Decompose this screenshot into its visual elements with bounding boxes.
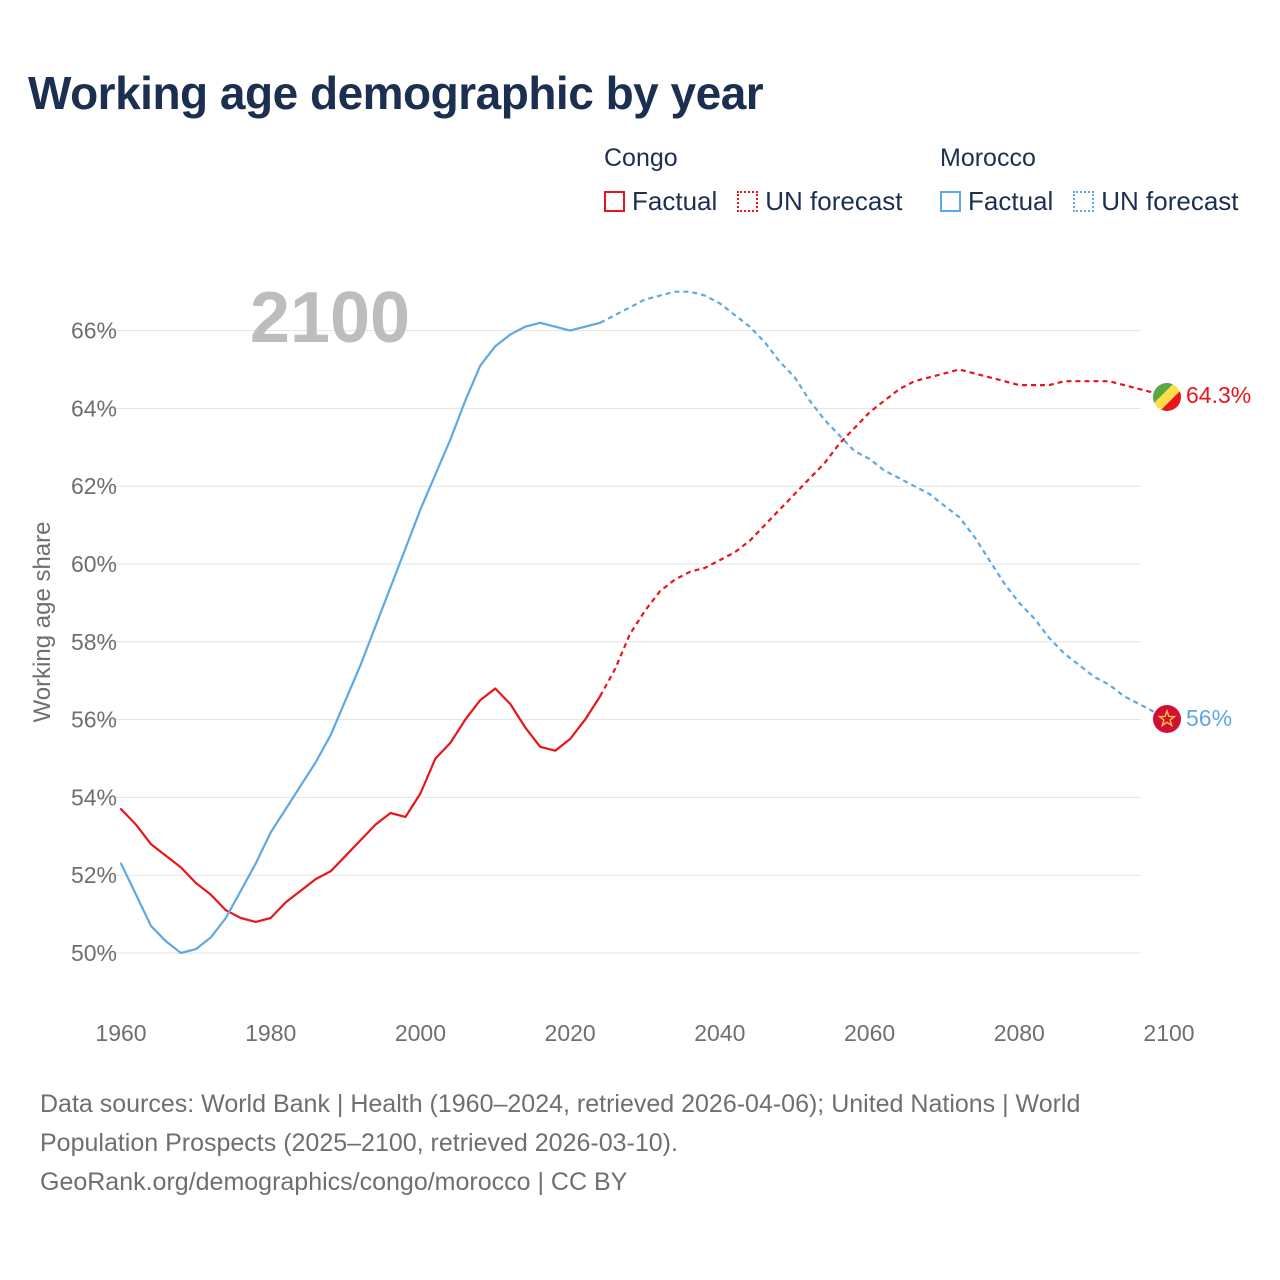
x-tick-label: 2020 [545, 1020, 596, 1046]
legend-congo-forecast[interactable]: UN forecast [737, 186, 903, 217]
congo-factual-line[interactable] [119, 687, 602, 923]
legend-congo: Congo Factual UN forecast [604, 144, 903, 217]
year-watermark: 2100 [250, 278, 410, 358]
line-chart: 50% 52% 54% 56% 58% 60% 62% 64% 66% 1960 1980 2000… [29, 278, 1251, 1046]
legend-morocco-forecast[interactable]: UN forecast [1073, 186, 1239, 217]
morocco-factual-line[interactable] [119, 321, 602, 955]
legend-congo-factual[interactable]: Factual [604, 186, 717, 217]
congo-end-label: 64.3% [1186, 382, 1251, 408]
y-tick-label: 64% [71, 395, 117, 421]
congo-flag-icon [1153, 383, 1181, 411]
chart-title: Working age demographic by year [28, 67, 764, 119]
footer-line: Data sources: World Bank | Health (1960–… [40, 1090, 1081, 1118]
footer-line: Population Prospects (2025–2100, retriev… [40, 1129, 678, 1157]
footer-line[interactable]: GeoRank.org/demographics/congo/morocco |… [40, 1168, 628, 1196]
gridlines [100, 330, 1141, 954]
series-lines [119, 290, 1170, 955]
legend-morocco-factual-label: Factual [968, 186, 1054, 216]
y-tick-label: 50% [71, 940, 117, 966]
x-tick-label: 2100 [1143, 1020, 1194, 1046]
x-tick-label: 2000 [395, 1020, 446, 1046]
legend-morocco-forecast-label: UN forecast [1101, 186, 1239, 216]
footer-sources: Data sources: World Bank | Health (1960–… [40, 1085, 1240, 1202]
y-tick-label: 66% [71, 318, 117, 344]
x-tick-label: 2080 [994, 1020, 1045, 1046]
morocco-forecast-line[interactable] [599, 290, 1170, 721]
y-tick-label: 58% [71, 629, 117, 655]
congo-forecast-line[interactable] [599, 368, 1170, 697]
legend-morocco-title: Morocco [940, 144, 1036, 172]
x-axis-ticks: 1960 1980 2000 2020 2040 2060 2080 2100 [95, 1020, 1194, 1046]
morocco-flag-icon [1153, 705, 1181, 733]
solid-swatch-icon [940, 191, 961, 212]
solid-swatch-icon [604, 191, 625, 212]
morocco-end-label: 56% [1186, 705, 1232, 731]
y-axis-label: Working age share [29, 522, 56, 723]
x-tick-label: 1960 [95, 1020, 146, 1046]
x-tick-label: 1980 [245, 1020, 296, 1046]
y-tick-label: 62% [71, 473, 117, 499]
legend-congo-title: Congo [604, 144, 678, 172]
legend-congo-forecast-label: UN forecast [765, 186, 903, 216]
y-tick-label: 60% [71, 551, 117, 577]
dotted-swatch-icon [1073, 191, 1095, 212]
x-tick-label: 2040 [694, 1020, 745, 1046]
y-tick-label: 54% [71, 784, 117, 810]
legend-congo-factual-label: Factual [632, 186, 718, 216]
legend-morocco-factual[interactable]: Factual [940, 186, 1053, 217]
y-axis-ticks: 50% 52% 54% 56% 58% 60% 62% 64% 66% [71, 318, 117, 966]
y-tick-label: 56% [71, 707, 117, 733]
y-tick-label: 52% [71, 862, 117, 888]
dotted-swatch-icon [737, 191, 759, 212]
x-tick-label: 2060 [844, 1020, 895, 1046]
legend-morocco: Morocco Factual UN forecast [940, 144, 1239, 217]
